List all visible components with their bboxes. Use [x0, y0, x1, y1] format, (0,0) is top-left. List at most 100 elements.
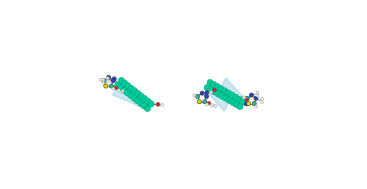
Circle shape [119, 82, 123, 87]
Circle shape [240, 98, 246, 105]
Circle shape [132, 92, 137, 97]
Circle shape [212, 86, 217, 91]
Circle shape [115, 86, 118, 90]
Circle shape [229, 92, 235, 98]
Circle shape [234, 98, 238, 103]
Circle shape [135, 95, 140, 99]
Circle shape [261, 98, 264, 101]
Circle shape [215, 88, 220, 93]
Circle shape [237, 101, 242, 105]
Circle shape [261, 101, 264, 104]
Circle shape [161, 103, 164, 106]
Circle shape [141, 103, 147, 109]
Circle shape [222, 95, 229, 101]
Circle shape [121, 90, 124, 93]
Circle shape [139, 97, 143, 102]
Circle shape [215, 91, 221, 97]
Circle shape [254, 96, 258, 100]
Circle shape [131, 95, 137, 101]
Circle shape [226, 94, 231, 99]
Circle shape [121, 87, 127, 94]
Circle shape [141, 95, 148, 102]
Circle shape [196, 94, 200, 98]
Circle shape [131, 88, 138, 94]
Circle shape [244, 102, 248, 106]
Circle shape [145, 102, 150, 107]
Circle shape [211, 89, 218, 95]
Circle shape [104, 84, 108, 88]
Circle shape [256, 91, 259, 94]
Circle shape [242, 96, 245, 99]
Circle shape [219, 90, 224, 95]
Circle shape [118, 77, 124, 84]
Circle shape [102, 81, 105, 84]
Circle shape [223, 92, 228, 97]
Circle shape [207, 101, 211, 105]
Circle shape [245, 98, 248, 101]
Circle shape [208, 84, 213, 88]
Circle shape [115, 82, 121, 88]
Circle shape [121, 80, 128, 86]
Circle shape [144, 105, 150, 112]
Circle shape [232, 94, 239, 100]
Circle shape [211, 81, 217, 88]
Circle shape [99, 78, 102, 81]
Circle shape [212, 88, 217, 92]
Circle shape [124, 90, 131, 96]
Circle shape [250, 93, 254, 97]
Circle shape [138, 100, 144, 106]
Circle shape [243, 96, 246, 99]
Circle shape [193, 94, 196, 97]
Circle shape [102, 78, 105, 81]
Circle shape [117, 89, 120, 92]
Circle shape [122, 84, 127, 89]
Circle shape [204, 94, 209, 98]
Circle shape [210, 91, 212, 94]
Circle shape [222, 88, 228, 94]
Circle shape [126, 87, 130, 92]
Circle shape [204, 84, 210, 91]
Circle shape [138, 93, 144, 99]
Circle shape [255, 105, 258, 108]
Circle shape [203, 100, 207, 104]
Circle shape [109, 84, 113, 88]
Circle shape [142, 100, 147, 105]
Circle shape [106, 75, 111, 80]
Circle shape [112, 87, 115, 90]
Circle shape [219, 93, 225, 99]
Circle shape [135, 90, 141, 97]
Circle shape [156, 102, 160, 106]
Circle shape [207, 79, 213, 86]
Circle shape [102, 79, 106, 83]
Circle shape [229, 99, 236, 105]
Circle shape [125, 83, 131, 89]
Circle shape [208, 87, 214, 93]
Circle shape [233, 101, 240, 108]
Circle shape [225, 90, 232, 96]
Circle shape [245, 96, 249, 100]
Circle shape [106, 80, 109, 83]
Circle shape [247, 101, 251, 106]
Circle shape [111, 79, 115, 83]
Circle shape [200, 91, 204, 95]
Circle shape [148, 101, 154, 107]
Circle shape [237, 103, 243, 110]
Polygon shape [207, 89, 234, 111]
Circle shape [118, 85, 124, 91]
Circle shape [128, 92, 134, 99]
Circle shape [112, 77, 116, 81]
Circle shape [106, 77, 109, 80]
Circle shape [145, 98, 151, 104]
Circle shape [128, 85, 134, 91]
Circle shape [230, 96, 235, 101]
Circle shape [252, 101, 256, 106]
Circle shape [214, 105, 217, 108]
Polygon shape [113, 79, 143, 107]
Circle shape [134, 98, 141, 104]
Circle shape [218, 86, 224, 92]
Circle shape [236, 96, 243, 102]
Circle shape [214, 84, 221, 90]
Circle shape [205, 91, 209, 95]
Circle shape [226, 97, 232, 103]
Circle shape [256, 94, 259, 97]
